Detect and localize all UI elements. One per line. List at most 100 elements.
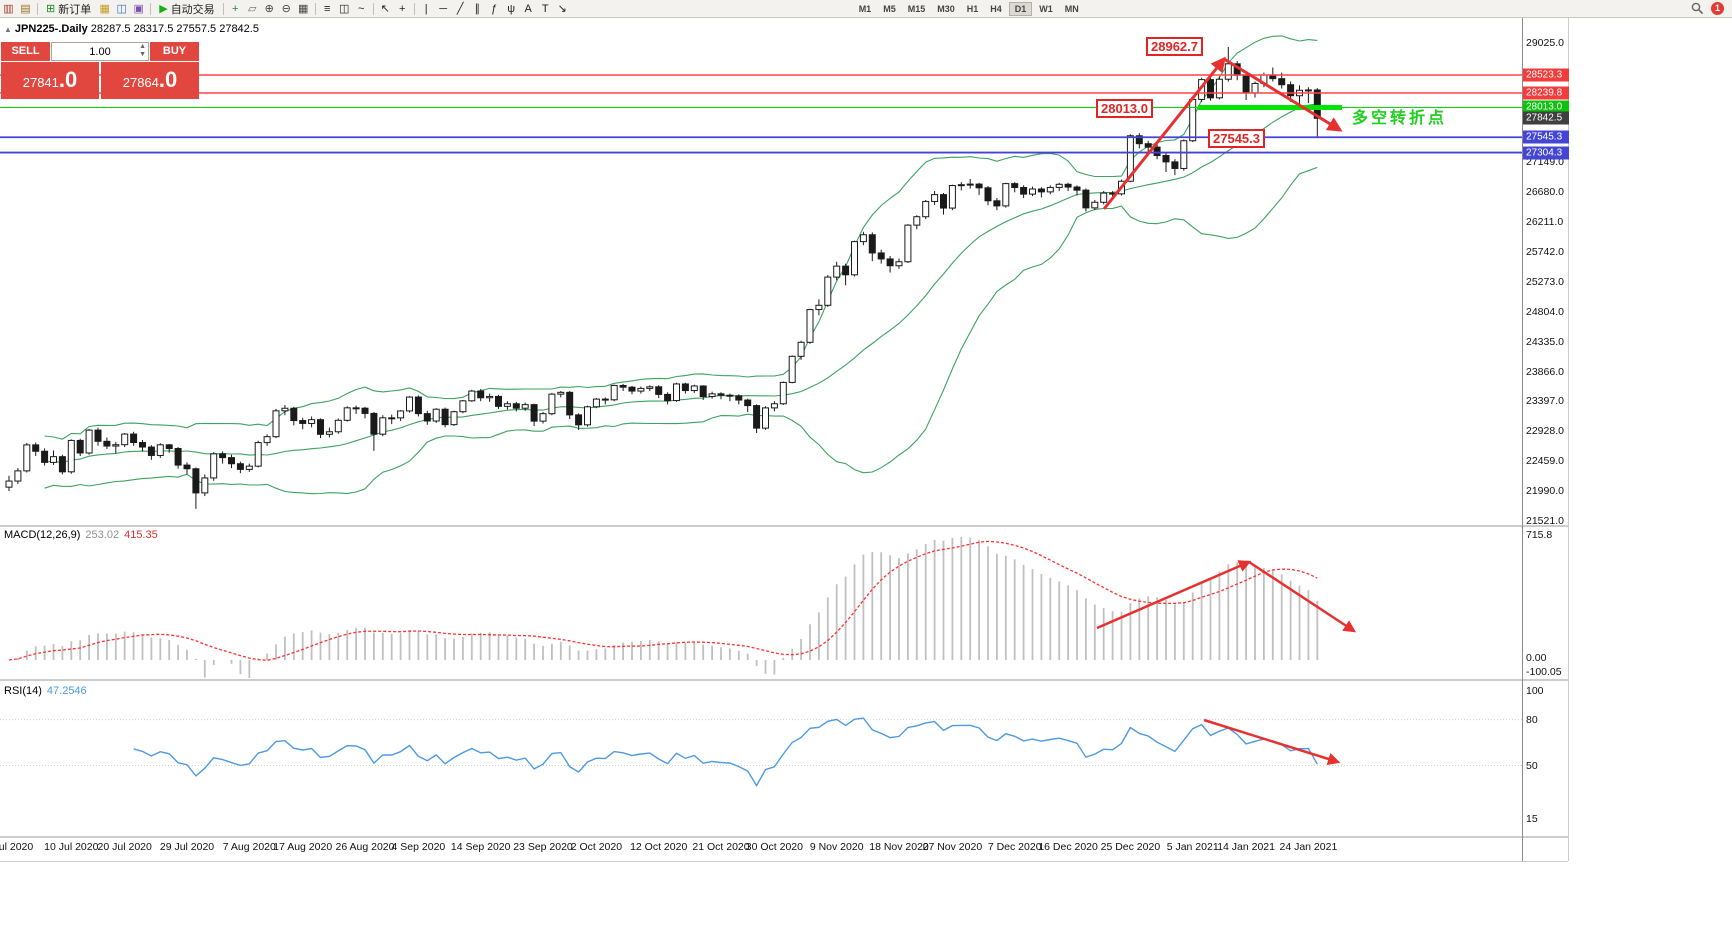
navigator-icon[interactable]: ▣	[130, 1, 147, 17]
toolbar-timeframes: M1 M5 M15 M30 H1 H4 D1 W1 MN	[853, 0, 1085, 18]
market-watch-icon: ▦	[99, 3, 110, 15]
toolbar-separator	[314, 2, 316, 15]
volume-value: 1.00	[89, 45, 111, 58]
notification-badge[interactable]: 1	[1711, 2, 1724, 15]
text-icon: A	[524, 2, 532, 15]
buy-price-frac: .0	[158, 67, 178, 92]
macd-header: MACD(12,26,9) 253.02 415.35	[4, 529, 158, 541]
text-icon[interactable]: A	[520, 1, 537, 17]
annotation-high-price[interactable]: 28962.7	[1146, 37, 1203, 56]
bar-chart-icon[interactable]: ≡	[319, 1, 336, 17]
data-window-icon[interactable]: ◫	[113, 1, 130, 17]
new-order-button[interactable]: ⊞ 新订单	[41, 1, 96, 17]
rsi-label: RSI(14)	[4, 685, 42, 697]
search-icon[interactable]	[1691, 2, 1704, 15]
timeframe-m1[interactable]: M1	[858, 3, 872, 14]
tile-windows-icon: ▦	[297, 3, 309, 15]
new-chart-icon[interactable]: ▥	[0, 1, 17, 17]
cursor-icon: ↖	[380, 3, 390, 15]
sell-button[interactable]: SELL	[1, 42, 50, 61]
fibonacci-icon: ƒ	[491, 2, 498, 15]
macd-main-value: 253.02	[85, 529, 120, 541]
data-window-icon: ◫	[116, 3, 127, 15]
navigator-icon: ▣	[133, 3, 144, 15]
rsi-value: 47.2546	[46, 685, 87, 697]
horizontal-line-icon: ─	[439, 2, 448, 15]
profiles-icon[interactable]: ▤	[17, 1, 34, 17]
text-label-icon[interactable]: T	[537, 1, 554, 17]
market-watch-icon[interactable]: ▦	[96, 1, 113, 17]
objects-list-icon: ▱	[247, 3, 257, 15]
trendline-icon: ╱	[456, 3, 464, 15]
new-order-button: ⊞	[46, 3, 56, 15]
timeframe-m5[interactable]: M5	[883, 3, 896, 14]
indicators-icon[interactable]: +	[227, 1, 244, 17]
vertical-line-icon[interactable]: |	[418, 1, 435, 17]
toolbar-separator	[222, 2, 224, 15]
text-label-icon: T	[541, 2, 549, 15]
sell-price-frac: .0	[58, 67, 78, 92]
volume-input[interactable]: 1.00 ▲ ▼	[51, 42, 149, 61]
main-toolbar: ▥ ▤ ⊞ 新订单 ▦ ◫ ▣ ▶ 自动交易 + ▱ ⊕ ⊖ ▦ ≡ ◫ ~ ↖ + | ─ ╱ ∥ ƒ ψ A T ↘ M1 M5 M1…	[0, 0, 1732, 18]
bar-chart-icon: ≡	[323, 2, 331, 15]
objects-list-icon[interactable]: ▱	[244, 1, 261, 17]
pitchfork-icon[interactable]: ψ	[503, 1, 520, 17]
fibonacci-icon[interactable]: ƒ	[486, 1, 503, 17]
chart-ohlc-values: 28287.5 28317.5 27557.5 27842.5	[90, 23, 259, 35]
trendline-icon[interactable]: ╱	[452, 1, 469, 17]
channel-icon: ∥	[474, 3, 480, 15]
sell-price-main: 27841	[22, 75, 59, 90]
new-order-button-label: 新订单	[58, 3, 92, 16]
timeframe-mn[interactable]: MN	[1064, 3, 1079, 14]
timeframe-h4[interactable]: H4	[990, 3, 1002, 14]
candlestick-chart-icon: ◫	[338, 3, 350, 15]
one-click-panel-toggle[interactable]: ▲	[4, 25, 12, 34]
arrows-tool-icon[interactable]: ↘	[554, 1, 571, 17]
crosshair-icon[interactable]: +	[394, 1, 411, 17]
toolbar-separator	[37, 2, 38, 15]
annotation-turning-point-text[interactable]: 多空转折点	[1352, 110, 1448, 127]
arrows-tool-icon: ↘	[557, 3, 567, 15]
cursor-icon[interactable]: ↖	[377, 1, 394, 17]
chart-symbol-period: JPN225-.Daily	[14, 23, 88, 35]
rsi-header: RSI(14) 47.2546	[4, 685, 87, 697]
toolbar-left-group: ▥ ▤ ⊞ 新订单 ▦ ◫ ▣ ▶ 自动交易 + ▱ ⊕ ⊖ ▦ ≡ ◫ ~ ↖ + | ─ ╱ ∥ ƒ ψ A T ↘	[0, 0, 853, 18]
timeframe-m30[interactable]: M30	[937, 3, 955, 14]
chart-header: ▲ JPN225-.Daily 28287.5 28317.5 27557.5 2…	[4, 23, 259, 35]
macd-signal-value: 415.35	[124, 529, 158, 541]
horizontal-line-icon[interactable]: ─	[435, 1, 452, 17]
profiles-icon: ▤	[20, 3, 31, 15]
buy-price-main: 27864	[122, 75, 159, 90]
new-chart-icon: ▥	[3, 3, 14, 15]
buy-button[interactable]: BUY	[150, 42, 199, 61]
indicators-icon: +	[231, 2, 239, 15]
crosshair-icon: +	[398, 2, 406, 15]
zoom-in-icon[interactable]: ⊕	[261, 1, 278, 17]
timeframe-w1[interactable]: W1	[1039, 3, 1053, 14]
annotation-level-price[interactable]: 28013.0	[1096, 99, 1153, 118]
toolbar-right-group: 1	[1691, 0, 1732, 18]
autotrading-button[interactable]: ▶ 自动交易	[154, 1, 219, 17]
volume-spinner[interactable]: ▲ ▼	[139, 43, 146, 58]
line-chart-icon[interactable]: ~	[353, 1, 370, 17]
timeframe-d1[interactable]: D1	[1008, 1, 1033, 16]
candlestick-chart-icon[interactable]: ◫	[336, 1, 353, 17]
toolbar-separator	[372, 2, 374, 15]
one-click-trading-panel: SELL 1.00 ▲ ▼ BUY 27841.0 27864.0	[1, 42, 199, 99]
zoom-in-icon: ⊕	[264, 3, 274, 15]
sell-price-button[interactable]: 27841.0	[1, 62, 99, 99]
autotrading-button-label: 自动交易	[170, 3, 215, 16]
line-chart-icon: ~	[357, 2, 365, 15]
buy-price-button[interactable]: 27864.0	[101, 62, 199, 99]
zoom-out-icon: ⊖	[281, 3, 291, 15]
channel-icon[interactable]: ∥	[469, 1, 486, 17]
timeframe-m15[interactable]: M15	[907, 3, 926, 14]
annotation-low-price[interactable]: 27545.3	[1208, 129, 1265, 148]
zoom-out-icon[interactable]: ⊖	[278, 1, 295, 17]
autotrading-button: ▶	[159, 3, 168, 15]
toolbar-separator	[413, 2, 415, 15]
pitchfork-icon: ψ	[507, 2, 516, 15]
timeframe-h1[interactable]: H1	[966, 3, 979, 14]
tile-windows-icon[interactable]: ▦	[295, 1, 312, 17]
